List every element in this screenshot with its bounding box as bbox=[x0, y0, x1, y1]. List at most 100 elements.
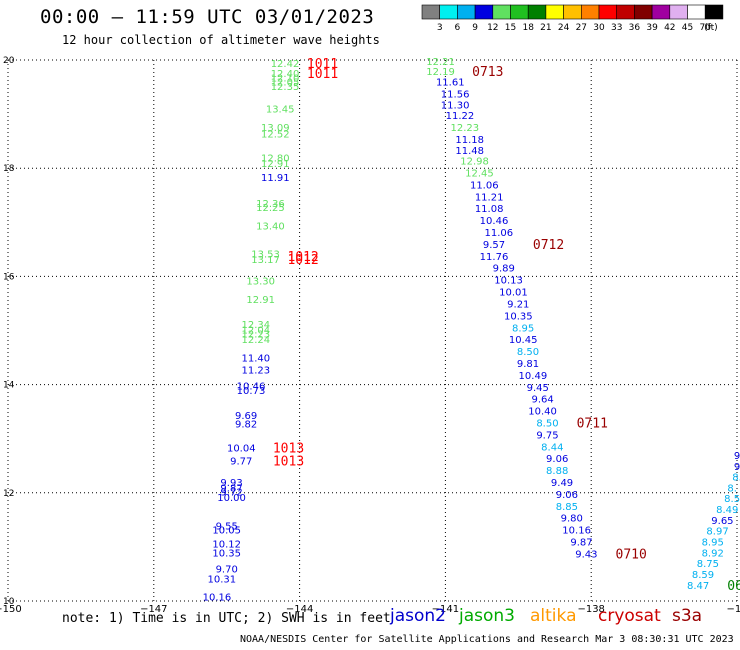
x-tick-label: −147 bbox=[140, 604, 167, 615]
wave-height-point: 8.44 bbox=[541, 442, 563, 453]
colorbar-swatch bbox=[563, 4, 582, 20]
wave-height-point: 9.82 bbox=[235, 420, 257, 431]
pass-time-label: 0712 bbox=[533, 238, 564, 253]
wave-height-point: 11.56 bbox=[441, 90, 470, 101]
wave-height-point: 9.70 bbox=[216, 565, 238, 576]
wave-height-point: 11.06 bbox=[470, 180, 499, 191]
colorbar-label: 12 bbox=[487, 23, 498, 33]
wave-height-point: 9.77 bbox=[230, 456, 252, 467]
wave-height-point: 9.43 bbox=[575, 549, 597, 560]
wave-height-point: 9.89 bbox=[493, 264, 515, 275]
colorbar-label: 30 bbox=[593, 23, 605, 33]
colorbar-swatch bbox=[492, 4, 511, 20]
colorbar-label: 27 bbox=[576, 23, 587, 33]
colorbar-label: 15 bbox=[505, 23, 516, 33]
wave-height-point: 9.55 bbox=[216, 521, 238, 532]
wave-height-point: 12.40 bbox=[271, 69, 300, 80]
wave-height-point: 12.34 bbox=[242, 320, 271, 331]
colorbar-swatch bbox=[687, 4, 706, 20]
pass-time-label: 1013 bbox=[273, 441, 304, 456]
colorbar-label: 33 bbox=[611, 23, 622, 33]
wave-height-point: 12.21 bbox=[426, 57, 455, 68]
colorbar-swatch bbox=[439, 4, 458, 20]
colorbar-label: 21 bbox=[540, 23, 551, 33]
y-tick-label: 12 bbox=[3, 489, 14, 499]
colorbar-swatch bbox=[580, 4, 600, 20]
wave-height-point: 8.97 bbox=[706, 527, 728, 538]
colorbar-unit: (ft) bbox=[704, 23, 718, 33]
wave-height-point: 12.42 bbox=[271, 59, 300, 70]
colorbar-label: 36 bbox=[629, 23, 641, 33]
wave-height-point: 13.30 bbox=[246, 277, 275, 288]
colorbar-label: 24 bbox=[558, 23, 570, 33]
wave-height-point: 8.88 bbox=[546, 466, 568, 477]
wave-height-point: 12.25 bbox=[256, 203, 285, 214]
wave-height-point: 12.36 bbox=[256, 199, 285, 210]
wave-height-point: 11.06 bbox=[485, 228, 514, 239]
wave-height-point: 12.05 bbox=[271, 78, 300, 89]
colorbar-swatch bbox=[634, 4, 653, 20]
pass-time-label: 1011 bbox=[307, 67, 338, 82]
wave-height-point: 9.65 bbox=[711, 516, 733, 527]
wave-height-point: 9.75 bbox=[536, 430, 558, 441]
legend-s3a: s3a bbox=[672, 606, 703, 626]
wave-height-point: 8.92 bbox=[702, 548, 724, 559]
wave-height-point: 8.50 bbox=[517, 347, 539, 358]
wave-height-point: 13.17 bbox=[251, 255, 280, 266]
pass-time-label: 0711 bbox=[577, 416, 608, 431]
pass-time-label: 1012 bbox=[287, 253, 318, 268]
wave-height-point: 8. bbox=[732, 473, 740, 484]
wave-height-point: 11.48 bbox=[455, 146, 484, 157]
wave-height-point: 10.45 bbox=[509, 335, 538, 346]
pass-time-label: 06 bbox=[727, 579, 740, 594]
wave-height-point: 11.76 bbox=[480, 252, 509, 263]
wave-height-point: 11.21 bbox=[475, 192, 504, 203]
wave-height-point: 12.04 bbox=[242, 325, 271, 336]
legend-altika: altika bbox=[530, 606, 577, 626]
wave-height-point: 12.45 bbox=[465, 169, 494, 180]
wave-height-point: 10.12 bbox=[212, 540, 241, 551]
wave-height-point: 10.05 bbox=[212, 526, 241, 537]
wave-height-point: 9.69 bbox=[235, 411, 257, 422]
wave-height-point: 11.30 bbox=[441, 100, 470, 111]
wave-height-point: 12.23 bbox=[242, 330, 271, 341]
wave-height-point: 12.91 bbox=[246, 295, 275, 306]
pass-time-label: 1011 bbox=[307, 57, 338, 72]
colorbar-label: 39 bbox=[646, 23, 658, 33]
wave-height-point: 11.61 bbox=[436, 78, 465, 89]
colorbar-label: 45 bbox=[682, 23, 693, 33]
y-tick-label: 14 bbox=[3, 381, 15, 391]
colorbar-swatch bbox=[669, 4, 688, 20]
y-tick-label: 20 bbox=[3, 56, 15, 66]
wave-height-point: 12.98 bbox=[460, 157, 489, 168]
pass-time-label: 1013 bbox=[273, 454, 304, 469]
wave-height-point: 12.52 bbox=[261, 130, 290, 141]
wave-height-point: 10.01 bbox=[499, 288, 528, 299]
chart-subtitle: 12 hour collection of altimeter wave hei… bbox=[62, 33, 380, 47]
x-tick-label: −144 bbox=[286, 604, 313, 615]
wave-height-point: 12.91 bbox=[261, 159, 290, 170]
colorbar-swatch bbox=[616, 4, 635, 20]
colorbar-swatch bbox=[474, 4, 494, 20]
x-tick-label: −138 bbox=[577, 604, 604, 615]
wave-height-point: 10.49 bbox=[519, 371, 548, 382]
wave-height-point: 8.47 bbox=[687, 581, 709, 592]
colorbar-swatch bbox=[421, 4, 441, 20]
wave-height-point: 10.73 bbox=[237, 386, 266, 397]
wave-height-point: 10.13 bbox=[494, 276, 523, 287]
colorbar-swatch bbox=[510, 4, 529, 20]
wave-height-point: 9.06 bbox=[546, 454, 568, 465]
chart-title: 00:00 – 11:59 UTC 03/01/2023 bbox=[40, 6, 375, 28]
colorbar-label: 70 bbox=[699, 23, 711, 33]
wave-height-point: 9.80 bbox=[561, 514, 583, 525]
wave-height-point: 9.45 bbox=[527, 383, 549, 394]
colorbar-swatch bbox=[704, 4, 724, 20]
pass-time-label: 1012 bbox=[287, 250, 318, 265]
pass-time-label: 0710 bbox=[616, 547, 647, 562]
credit-line: NOAA/NESDIS Center for Satellite Applica… bbox=[240, 634, 734, 645]
wave-height-point: 10.46 bbox=[237, 382, 266, 393]
x-tick-label: −13 bbox=[726, 604, 740, 615]
legend-jason3: jason3 bbox=[459, 606, 515, 626]
wave-height-point: 8.59 bbox=[692, 570, 714, 581]
